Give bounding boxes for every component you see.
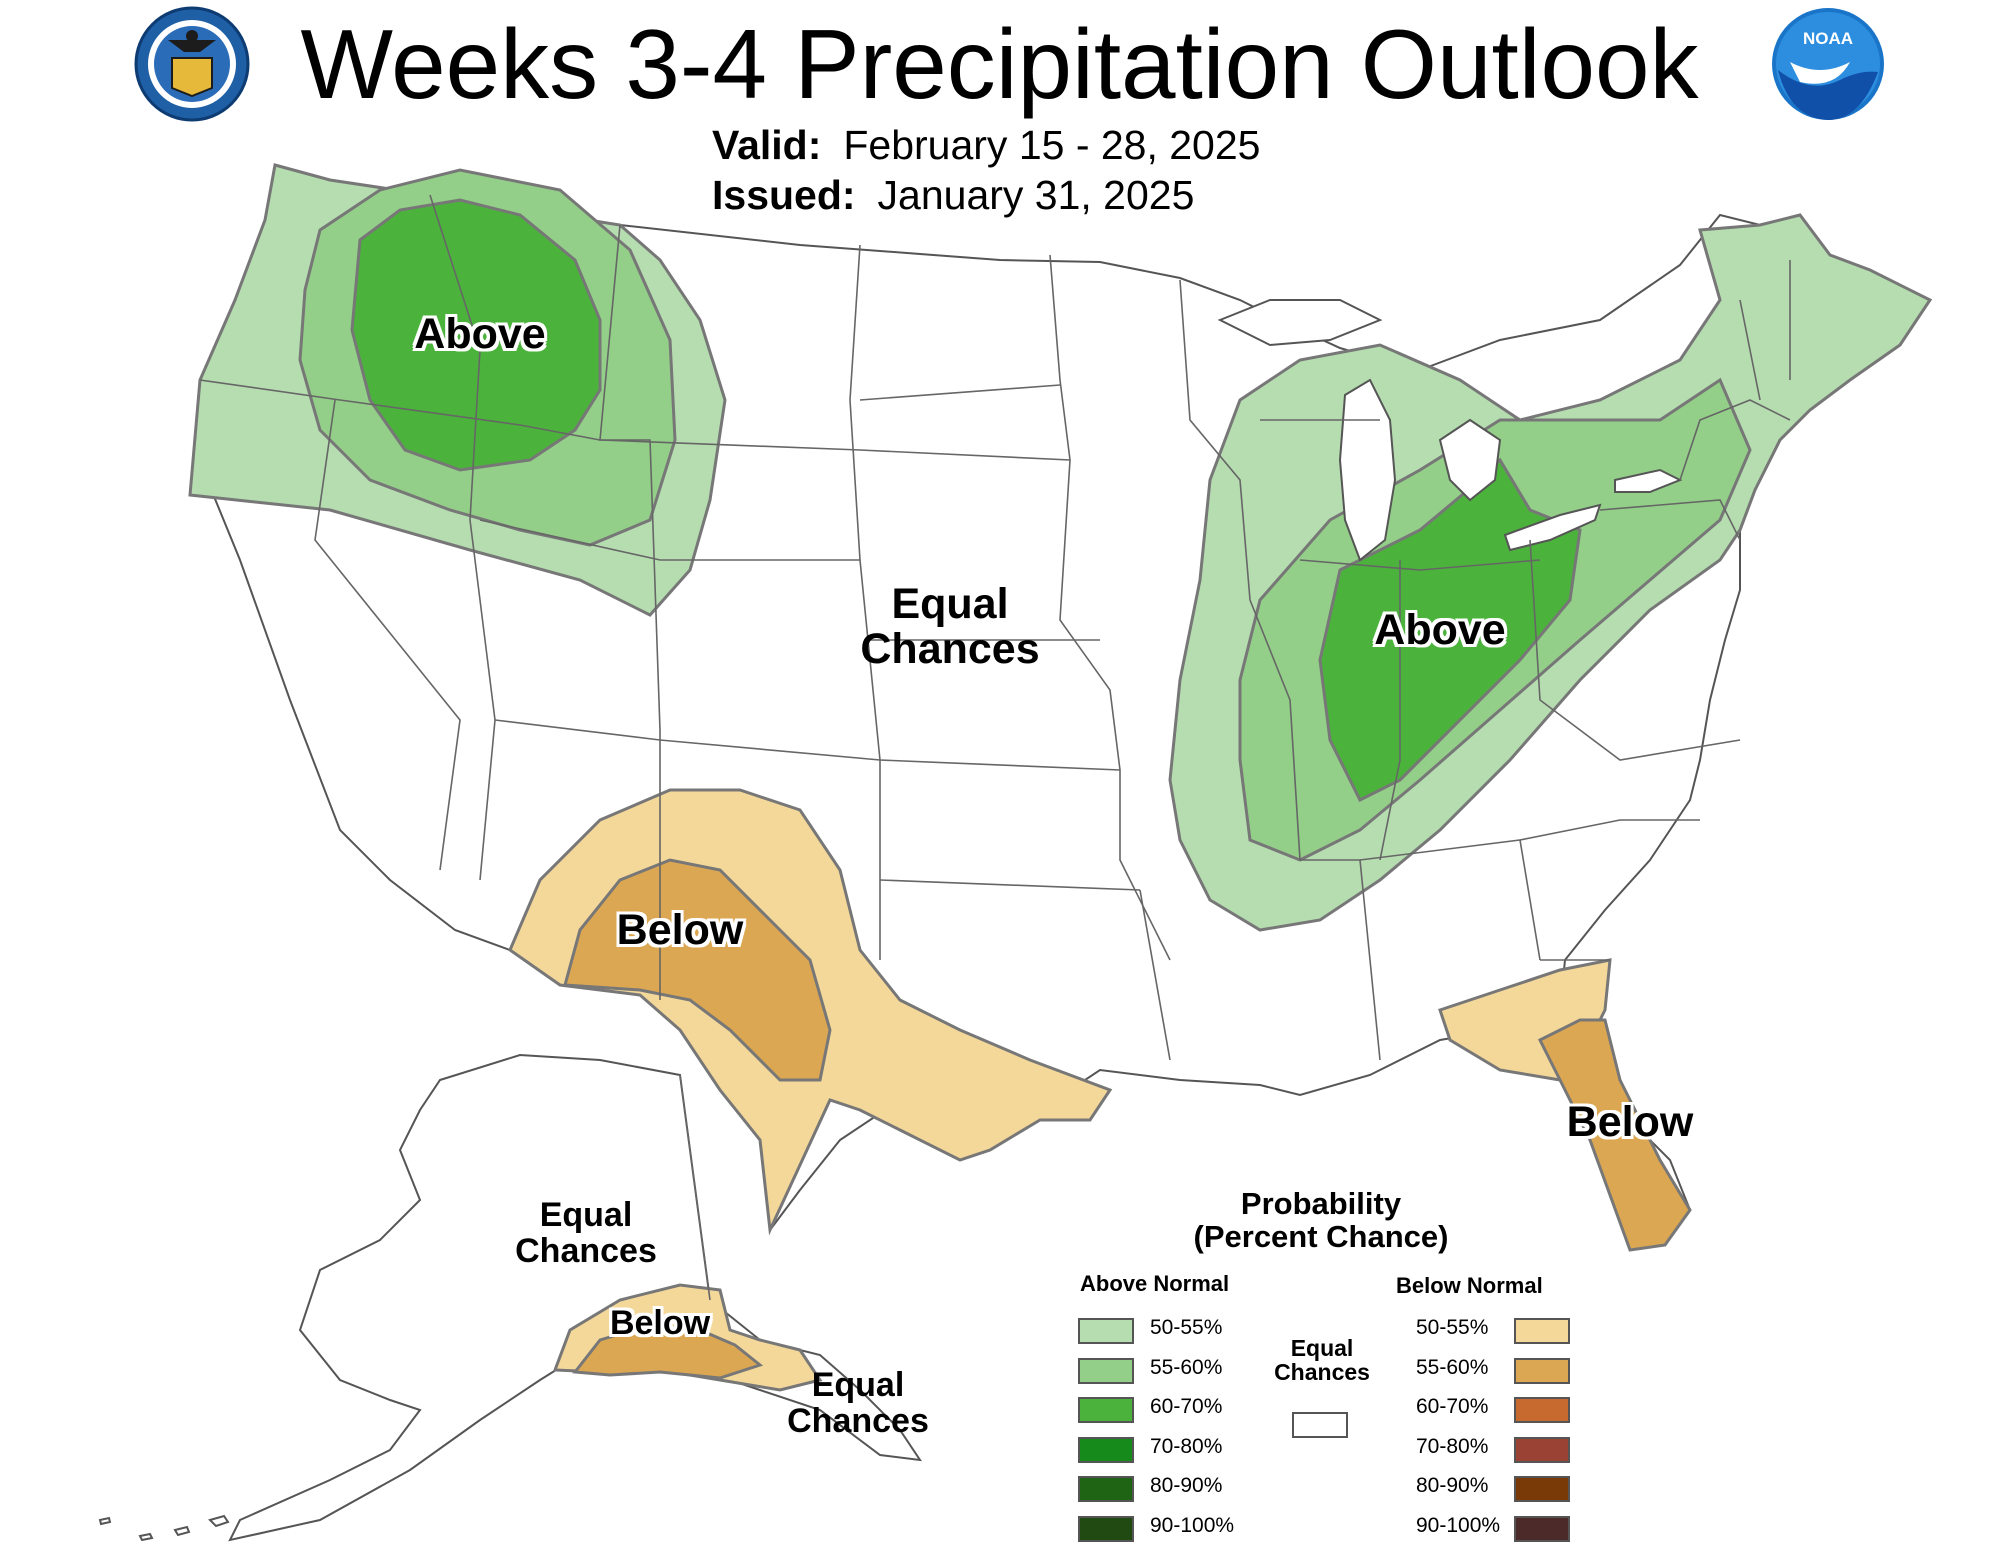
legend-above-label: 60-70% [1150, 1395, 1223, 1418]
sw-below-55-60 [563, 858, 832, 1082]
legend-below-label: 80-90% [1416, 1474, 1489, 1497]
ak-se-equal-line1: Equal [811, 1366, 905, 1404]
legend-above-swatch [1078, 1397, 1134, 1423]
great-lakes [1217, 299, 1683, 562]
valid-line: Valid: February 15 - 28, 2025 [712, 122, 1260, 169]
lake-superior [1217, 299, 1383, 347]
east-above-label: Above [1374, 606, 1506, 654]
lake-huron [1438, 418, 1502, 502]
issued-line: Issued: January 31, 2025 [712, 172, 1194, 219]
ak-se-equal-label: Equal Chances [758, 1366, 958, 1440]
lake-erie [1503, 503, 1602, 552]
issued-value: January 31, 2025 [877, 172, 1195, 218]
legend-below-label: 90-100% [1416, 1514, 1501, 1537]
nw-above-label: Above [414, 310, 546, 358]
page-title: Weeks 3-4 Precipitation Outlook [300, 9, 1699, 119]
legend-below-label: 55-60% [1416, 1356, 1489, 1379]
fl-below-55-60 [1537, 1018, 1692, 1252]
ak-se-equal-line2: Chances [787, 1401, 929, 1440]
legend-below-label: 50-55% [1416, 1316, 1489, 1339]
legend-title-line1: Probability [1240, 1186, 1402, 1221]
center-equal-line1: Equal [891, 580, 1009, 628]
noaa-logo-text: NOAA [1802, 29, 1854, 48]
fl-below-label: Below [1566, 1098, 1694, 1146]
legend-equal-swatch [1292, 1412, 1348, 1438]
lake-ontario [1614, 468, 1683, 493]
legend-below-swatch [1514, 1516, 1570, 1542]
fl-below-region [1438, 958, 1692, 1252]
legend-above-label: 50-55% [1150, 1316, 1223, 1339]
ak-below-region [552, 1283, 823, 1392]
ak-equal-line2: Chances [515, 1231, 657, 1270]
legend-above-header: Above Normal [1080, 1271, 1230, 1296]
valid-value: February 15 - 28, 2025 [843, 122, 1261, 168]
nw-above-region [188, 163, 727, 617]
commerce-seal-icon [134, 6, 250, 122]
issued-label: Issued: [712, 172, 856, 218]
legend-below-label: 60-70% [1416, 1395, 1489, 1418]
valid-label: Valid: [712, 122, 822, 168]
legend-below-swatch [1514, 1318, 1570, 1344]
alaska-border-line [679, 1074, 711, 1301]
legend-below-swatch [1514, 1476, 1570, 1502]
aleutian-islands [98, 1514, 230, 1542]
legend-title: Probability (Percent Chance) [1166, 1186, 1476, 1254]
legend-equal-line1: Equal [1290, 1335, 1354, 1361]
legend-above-swatch [1078, 1358, 1134, 1384]
state-lines [199, 194, 1791, 1061]
ak-equal-line1: Equal [539, 1196, 633, 1234]
legend-below-swatch [1514, 1397, 1570, 1423]
legend-below-swatch [1514, 1358, 1570, 1384]
ak-below-55-60 [572, 1323, 764, 1380]
legend-above-label: 80-90% [1150, 1474, 1223, 1497]
legend-title-line2: (Percent Chance) [1193, 1218, 1449, 1254]
legend-equal-text: Equal Chances [1260, 1336, 1384, 1384]
lake-michigan [1338, 378, 1397, 562]
legend-above-swatch [1078, 1516, 1134, 1542]
sw-below-label: Below [616, 906, 744, 954]
legend-below-swatch [1514, 1437, 1570, 1463]
legend-below-header: Below Normal [1396, 1273, 1543, 1298]
legend-below-label: 70-80% [1416, 1435, 1489, 1458]
noaa-logo-icon [1772, 8, 1884, 120]
legend-equal-line2: Chances [1274, 1359, 1370, 1386]
legend-above-label: 90-100% [1150, 1514, 1235, 1537]
legend-above-swatch [1078, 1437, 1134, 1463]
legend-above-swatch [1078, 1318, 1134, 1344]
center-equal-line2: Chances [860, 625, 1040, 674]
legend-above-label: 70-80% [1150, 1435, 1223, 1458]
ak-equal-label: Equal Chances [486, 1196, 686, 1270]
center-equal-label: Equal Chances [820, 580, 1080, 674]
legend-above-swatch [1078, 1476, 1134, 1502]
legend-above-label: 55-60% [1150, 1356, 1223, 1379]
ak-below-label: Below [609, 1304, 711, 1342]
